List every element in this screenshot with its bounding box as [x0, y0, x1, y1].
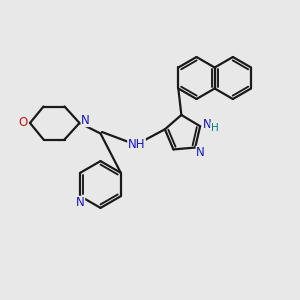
Text: H: H	[211, 123, 218, 133]
Text: N: N	[76, 196, 85, 209]
Text: N: N	[203, 118, 212, 131]
Text: O: O	[19, 116, 28, 129]
Text: N: N	[81, 113, 90, 127]
Text: N: N	[196, 146, 205, 159]
Text: NH: NH	[128, 137, 145, 151]
